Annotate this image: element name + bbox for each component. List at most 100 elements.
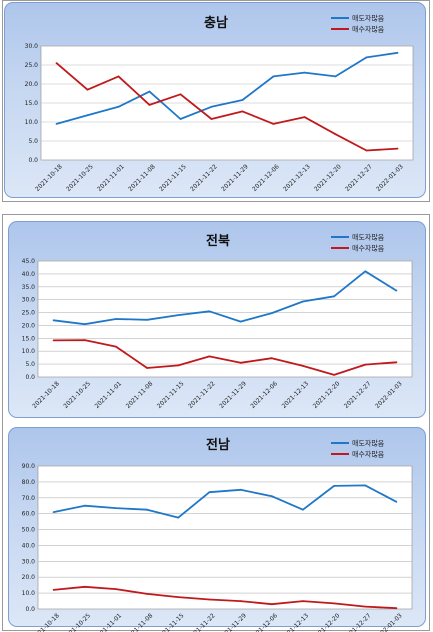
legend-label-sell: 매도자많음	[352, 233, 385, 242]
data-point-sell	[239, 488, 242, 491]
y-tick-label: 70.0	[22, 495, 36, 502]
data-point-buy	[396, 147, 399, 150]
y-tick-label: 35.0	[22, 284, 36, 291]
data-point-buy	[333, 602, 335, 605]
y-tick-label: 40.0	[22, 271, 36, 278]
data-point-sell	[83, 323, 86, 326]
data-point-buy	[210, 118, 213, 120]
y-tick-label: 5.0	[25, 361, 35, 368]
x-tick-label: 2021-10-18	[31, 380, 61, 410]
data-point-buy	[365, 149, 368, 152]
data-point-sell	[302, 508, 304, 511]
data-point-buy	[146, 593, 149, 595]
y-tick-label: 25.0	[22, 310, 36, 317]
data-point-sell	[208, 310, 211, 313]
y-tick-label: 90.0	[22, 463, 36, 470]
y-tick-label: 0.0	[25, 374, 35, 381]
data-point-sell	[210, 105, 213, 108]
y-tick-label: 45.0	[22, 258, 36, 265]
x-tick-label: 2021-11-08	[125, 380, 155, 410]
x-tick-label: 2021-12-13	[282, 163, 312, 193]
chart-panel-jeonbuk: 전북 매도자많음 매수자많음 0.0 5.0 10.0 15.0 20.0 25.0 30.0 35…	[8, 221, 426, 418]
data-point-sell	[270, 312, 273, 314]
x-tick-label: 2021-11-15	[156, 380, 186, 410]
y-tick-label: 10.0	[22, 348, 36, 355]
x-tick-label: 2021-12-27	[343, 380, 373, 410]
data-point-buy	[148, 104, 151, 106]
data-point-sell	[52, 319, 55, 322]
data-point-sell	[86, 114, 89, 117]
data-point-buy	[395, 361, 398, 364]
data-point-sell	[364, 270, 367, 273]
x-tick-label: 2021-12-20	[313, 163, 343, 193]
data-point-buy	[52, 589, 55, 591]
x-tick-label: 2021-12-13	[281, 380, 311, 410]
data-point-sell	[83, 504, 86, 507]
data-point-buy	[334, 133, 337, 136]
data-point-sell	[177, 516, 180, 519]
data-point-buy	[272, 123, 275, 125]
y-tick-label: 10.0	[25, 119, 39, 126]
series-line-sell-dominant	[53, 484, 397, 519]
y-tick-label: 30.0	[25, 43, 39, 50]
data-point-buy	[86, 88, 89, 91]
x-tick-label: 2021-12-06	[249, 380, 279, 410]
data-point-buy	[208, 598, 211, 601]
data-point-sell	[395, 289, 398, 292]
data-point-sell	[117, 105, 120, 108]
data-point-buy	[55, 62, 58, 64]
x-tick-label: 2021-11-15	[158, 163, 188, 193]
x-tick-label: 2021-12-20	[312, 380, 342, 410]
y-tick-label: 0.0	[28, 157, 38, 164]
data-point-buy	[364, 605, 367, 608]
data-point-buy	[83, 585, 86, 588]
data-point-buy	[52, 339, 55, 342]
data-point-buy	[239, 361, 242, 364]
data-point-sell	[146, 318, 149, 321]
data-point-buy	[364, 363, 367, 366]
data-point-buy	[270, 357, 273, 360]
x-tick-label: 2021-11-01	[96, 163, 126, 193]
x-tick-label: 2021-12-06	[251, 163, 281, 193]
data-point-buy	[303, 116, 306, 118]
y-tick-label: 30.0	[22, 558, 36, 565]
data-point-buy	[115, 345, 117, 348]
x-tick-label: 2021-10-25	[62, 380, 92, 410]
plot-area	[37, 260, 413, 378]
data-point-buy	[115, 588, 117, 590]
chart-title: 충남	[204, 15, 228, 31]
data-point-sell	[241, 99, 244, 101]
y-tick-label: 15.0	[22, 335, 36, 342]
x-tick-label: 2021-11-29	[218, 380, 248, 410]
data-point-buy	[177, 364, 180, 367]
series-line-sell-dominant	[53, 270, 397, 326]
data-point-buy	[146, 367, 149, 369]
x-tick-label: 2022-01-03	[374, 380, 404, 410]
y-tick-label: 15.0	[25, 100, 39, 107]
data-point-buy	[83, 339, 86, 341]
x-tick-label: 2021-12-27	[344, 163, 374, 193]
y-tick-label: 60.0	[22, 511, 36, 518]
y-tick-label: 5.0	[28, 138, 38, 145]
x-tick-label: 2021-10-18	[34, 163, 64, 193]
data-point-sell	[115, 318, 117, 320]
data-point-buy	[117, 75, 120, 78]
legend-label-sell: 매도자많음	[352, 439, 385, 448]
x-tick-label: 2021-11-01	[94, 380, 124, 410]
data-point-sell	[270, 495, 273, 498]
data-point-sell	[272, 75, 275, 78]
data-point-buy	[270, 603, 273, 606]
y-tick-label: 25.0	[25, 62, 39, 69]
series-line-sell-dominant	[56, 51, 398, 125]
data-point-sell	[303, 71, 306, 74]
data-point-sell	[55, 123, 58, 125]
legend-label-sell: 매도자많음	[352, 14, 385, 23]
chart-title: 전남	[206, 437, 230, 453]
legend-label-buy: 매수자많음	[352, 244, 385, 253]
y-tick-label: 50.0	[22, 527, 36, 534]
data-point-buy	[302, 365, 304, 367]
data-point-sell	[146, 508, 149, 511]
y-tick-label: 20.0	[22, 322, 36, 329]
